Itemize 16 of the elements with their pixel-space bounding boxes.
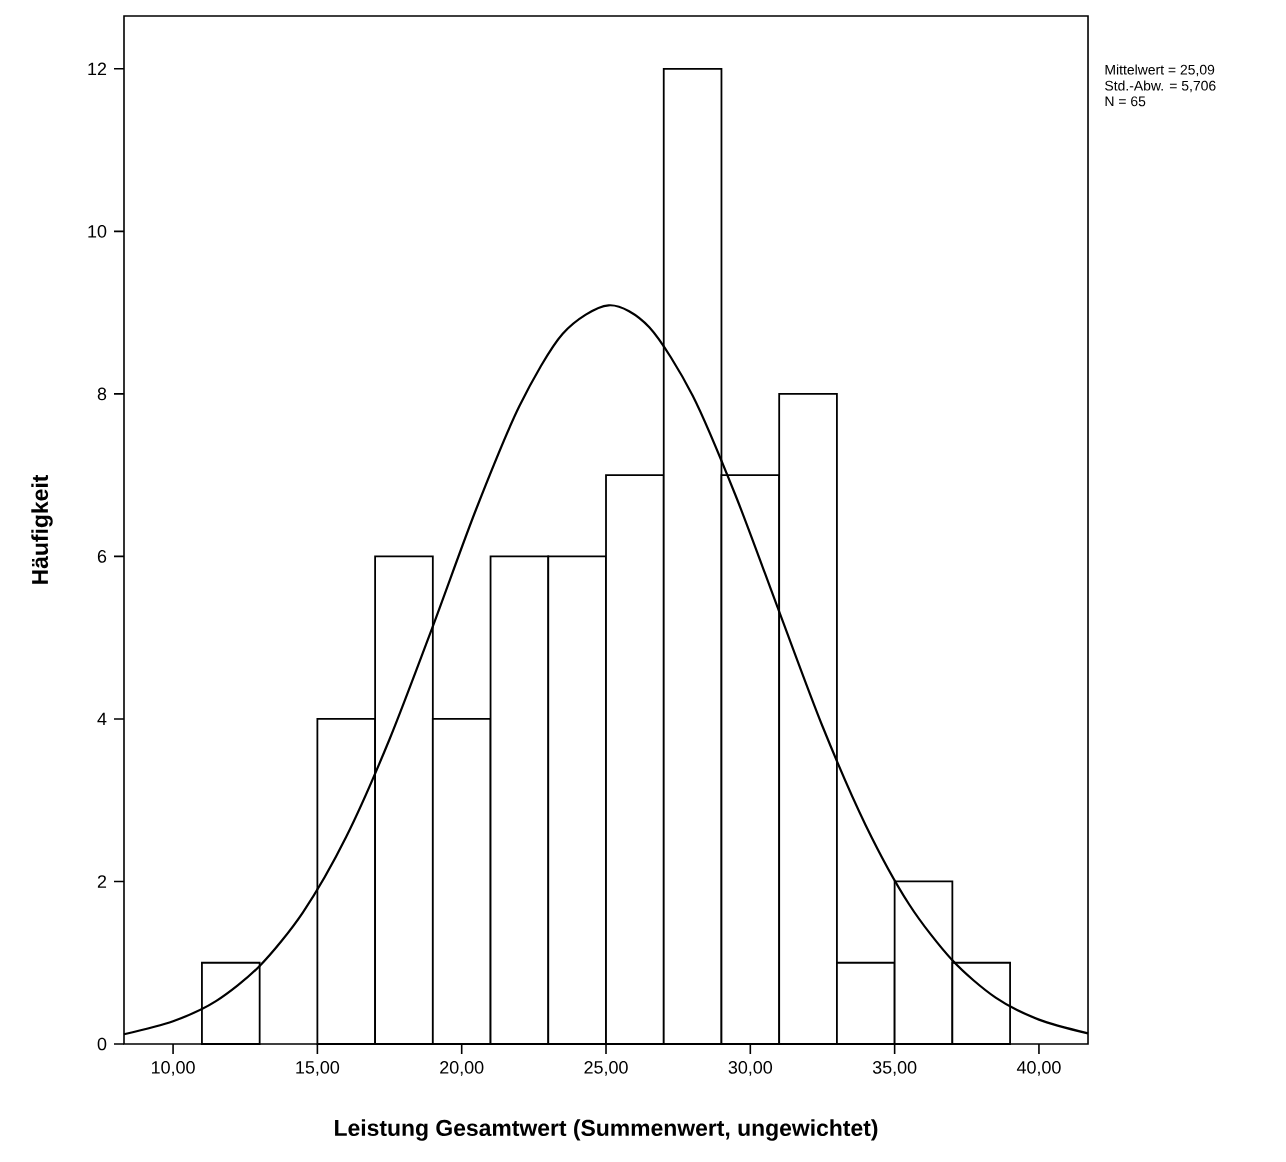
x-axis-title: Leistung Gesamtwert (Summenwert, ungewichtet) bbox=[335, 1119, 878, 1141]
y-tick-label: 12 bbox=[88, 62, 107, 76]
x-tick-label: 10,00 bbox=[152, 1061, 195, 1076]
x-tick-label: 25,00 bbox=[584, 1061, 628, 1076]
y-tick-label: 2 bbox=[97, 875, 107, 888]
x-tick-label: 40,00 bbox=[1016, 1061, 1061, 1076]
x-tick-label: 15,00 bbox=[296, 1061, 340, 1076]
y-tick-label: 10 bbox=[88, 224, 107, 238]
y-axis-title: Häufigkeit bbox=[31, 474, 53, 584]
x-tick-label: 20,00 bbox=[440, 1061, 484, 1076]
y-tick-label: 0 bbox=[97, 1037, 107, 1051]
x-tick-label: 30,00 bbox=[728, 1061, 773, 1076]
x-tick-label: 35,00 bbox=[872, 1061, 917, 1076]
y-tick-label: 4 bbox=[97, 712, 107, 726]
y-tick-label: 6 bbox=[97, 550, 107, 563]
y-tick-label: 8 bbox=[97, 387, 107, 401]
